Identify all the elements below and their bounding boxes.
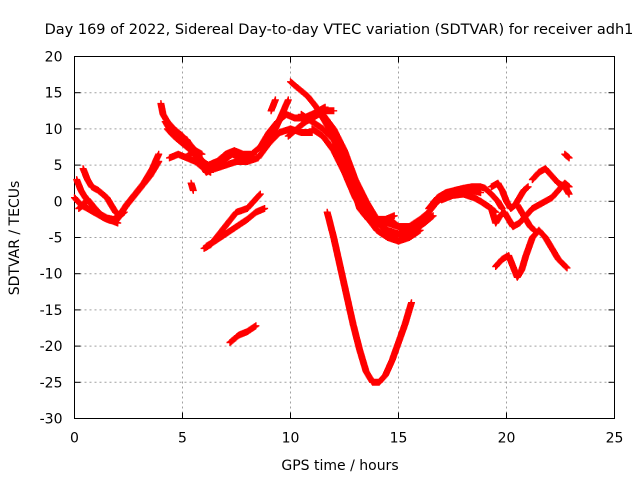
data-series [202,205,269,250]
data-series [187,179,197,194]
series-points [323,208,415,386]
x-axis-ticks: 0 5 10 15 20 25 [70,56,624,447]
y-tick-label: 10 [45,122,63,138]
data-series [71,194,122,227]
series-points [166,150,215,176]
series-points [265,96,292,147]
data-series [425,183,506,212]
series-points [425,183,506,212]
data-series [265,96,292,147]
data-series [492,226,571,281]
y-tick-label: -5 [49,231,63,247]
series-points [267,96,279,115]
data-points [71,78,573,386]
data-series [226,322,260,346]
y-tick-label: -10 [40,267,63,283]
series-points [202,205,269,250]
series-points [226,322,260,346]
y-tick-label: -15 [40,303,63,319]
data-series [323,208,415,386]
series-points [561,150,573,162]
series-points [492,226,571,281]
x-tick-label: 5 [178,431,187,447]
chart-title: Day 169 of 2022, Sidereal Day-to-day VTE… [45,22,634,38]
data-series [79,165,128,220]
series-points [528,165,573,198]
x-axis-label: GPS time / hours [281,458,398,474]
y-axis-label: SDTVAR / TECUs [7,181,23,296]
y-tick-label: 15 [45,86,63,102]
data-series [185,147,206,158]
x-tick-label: 10 [282,431,300,447]
y-tick-label: -25 [40,375,63,391]
y-tick-label: 0 [54,194,63,210]
series-points [187,179,197,194]
x-tick-label: 0 [70,431,79,447]
series-points [79,165,128,220]
series-points [71,194,122,227]
data-series [561,150,573,162]
data-series [166,150,215,176]
x-tick-label: 20 [498,431,516,447]
y-tick-label: 5 [54,158,63,174]
series-points [487,179,573,231]
data-series [487,179,573,231]
series-points [487,179,532,212]
data-series [528,165,573,198]
data-series [267,96,279,115]
series-points [513,201,539,234]
x-tick-label: 25 [606,431,624,447]
y-tick-label: -20 [40,339,63,355]
series-points [185,147,206,158]
x-tick-label: 15 [390,431,408,447]
y-tick-label: 20 [45,50,63,66]
data-series [513,201,539,234]
data-series [487,179,532,212]
y-axis-ticks: 20 15 10 5 0 -5 -10 -15 -20 -25 -30 [40,50,615,428]
y-tick-label: -30 [40,412,63,428]
